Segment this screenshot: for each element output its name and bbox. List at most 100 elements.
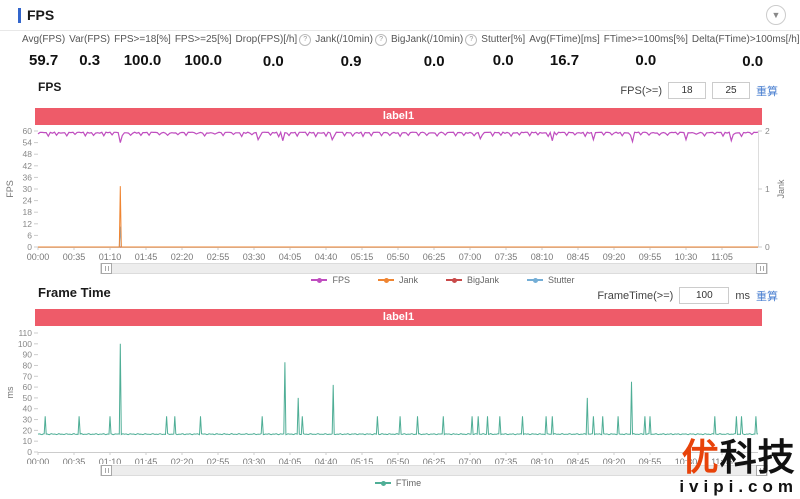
info-icon[interactable]: ?: [299, 34, 312, 46]
svg-text:08:45: 08:45: [567, 457, 590, 464]
scrollbar-left-handle[interactable]: [101, 465, 112, 476]
frametime-threshold-input[interactable]: [679, 287, 730, 304]
stat-stutter: Stutter[%] 0.0: [479, 34, 527, 70]
svg-text:09:55: 09:55: [639, 252, 662, 262]
legend-marker: [377, 277, 394, 283]
svg-text:24: 24: [23, 196, 33, 206]
stat-value: 0.9: [340, 53, 362, 70]
svg-text:0: 0: [765, 242, 770, 252]
stat-value: 0.3: [79, 52, 101, 69]
stat-bigjank: BigJank(/10min)? 0.0: [389, 34, 479, 70]
svg-text:07:35: 07:35: [495, 457, 518, 464]
svg-text:36: 36: [23, 172, 33, 182]
svg-text:42: 42: [23, 161, 33, 171]
svg-text:05:15: 05:15: [351, 252, 374, 262]
stat-avg-ftime: Avg(FTime)[ms] 16.7: [527, 34, 602, 70]
stat-label: FPS>=25[%]: [174, 34, 232, 45]
frametime-recalculate-link[interactable]: 重算: [756, 290, 778, 303]
legend-label: FTime: [395, 478, 422, 488]
title-accent-bar: [18, 8, 21, 23]
svg-text:07:35: 07:35: [495, 252, 518, 262]
svg-text:00:35: 00:35: [63, 457, 86, 464]
stat-value: 59.7: [28, 52, 59, 69]
stat-delta-ftime: Delta(FTime)>100ms[/h]? 0.0: [690, 34, 800, 70]
stat-var-fps: Var(FPS) 0.3: [67, 34, 112, 70]
svg-text:60: 60: [23, 126, 33, 136]
stat-value: 100.0: [184, 52, 222, 69]
svg-text:00:00: 00:00: [27, 457, 50, 464]
svg-text:6: 6: [27, 230, 32, 240]
legend-label: Jank: [398, 275, 418, 285]
svg-text:05:15: 05:15: [351, 457, 374, 464]
svg-text:04:40: 04:40: [315, 252, 338, 262]
svg-text:40: 40: [23, 404, 33, 414]
svg-text:04:05: 04:05: [279, 252, 302, 262]
stat-value: 0.0: [262, 53, 284, 70]
svg-text:04:05: 04:05: [279, 457, 302, 464]
svg-text:04:40: 04:40: [315, 457, 338, 464]
svg-text:07:00: 07:00: [459, 252, 482, 262]
fps-threshold-input-1[interactable]: [668, 82, 706, 99]
legend-label: FPS: [332, 275, 350, 285]
fps-chart-canvas[interactable]: 00:00 00:35 01:10 01:45 02:20 02:55 03:30 04:05…: [0, 126, 800, 262]
legend-item-stutter[interactable]: Stutter: [527, 275, 575, 285]
legend-item-bigjank[interactable]: BigJank: [445, 275, 499, 285]
svg-text:03:30: 03:30: [243, 457, 266, 464]
svg-text:09:20: 09:20: [603, 252, 626, 262]
svg-text:48: 48: [23, 149, 33, 159]
page-title: FPS: [27, 7, 55, 23]
legend-item-ftime[interactable]: FTime: [374, 478, 422, 488]
stat-value: 0.0: [492, 52, 514, 69]
fps-threshold-controls: FPS(>=) 重算: [620, 82, 778, 99]
stat-value: 16.7: [549, 52, 580, 69]
stat-label: Stutter[%]: [481, 34, 526, 45]
frametime-chart-canvas[interactable]: 00:00 00:35 01:10 01:45 02:20 02:55 03:30 04:05…: [0, 328, 800, 464]
scrollbar-left-handle[interactable]: [101, 263, 112, 274]
stat-label: Delta(FTime)>100ms[/h]: [691, 34, 800, 45]
fps-chart-scrollbar[interactable]: [100, 263, 768, 274]
frametime-threshold-controls: FrameTime(>=) ms 重算: [597, 287, 778, 304]
info-icon[interactable]: ?: [465, 34, 478, 46]
svg-text:ms: ms: [5, 386, 15, 398]
fps-section-title: FPS: [38, 80, 62, 94]
frametime-chart-label-bar: label1: [35, 309, 762, 326]
svg-text:08:45: 08:45: [567, 252, 590, 262]
stat-value: 0.0: [742, 53, 764, 70]
svg-text:11:05: 11:05: [711, 457, 733, 464]
page-header: FPS ▼: [0, 0, 800, 31]
stat-label: Var(FPS): [69, 34, 111, 45]
svg-text:FPS: FPS: [5, 180, 15, 198]
svg-text:20: 20: [23, 425, 33, 435]
summary-stats-row: Avg(FPS) 59.7 Var(FPS) 0.3 FPS>=18[%] 10…: [20, 34, 800, 70]
fps-recalculate-link[interactable]: 重算: [756, 85, 778, 98]
frametime-chart-scrollbar[interactable]: [100, 465, 768, 476]
svg-text:01:10: 01:10: [99, 457, 122, 464]
legend-item-fps[interactable]: FPS: [311, 275, 350, 285]
svg-text:0: 0: [27, 242, 32, 252]
info-icon[interactable]: ?: [375, 34, 388, 46]
legend-item-jank[interactable]: Jank: [377, 275, 418, 285]
legend-marker: [445, 277, 462, 283]
svg-text:08:10: 08:10: [531, 252, 554, 262]
stat-label: Drop(FPS)[/h]: [235, 34, 298, 45]
svg-text:10:30: 10:30: [675, 252, 698, 262]
stat-label: FPS>=18[%]: [114, 34, 171, 45]
legend-label: Stutter: [548, 275, 575, 285]
fps-threshold-input-2[interactable]: [712, 82, 750, 99]
stat-value: 0.0: [635, 52, 657, 69]
scrollbar-right-handle[interactable]: [756, 465, 767, 476]
stat-label: FTime>=100ms[%]: [603, 34, 688, 45]
svg-text:60: 60: [23, 382, 33, 392]
svg-text:08:10: 08:10: [531, 457, 554, 464]
stat-label: Jank(/10min): [315, 34, 374, 45]
svg-text:30: 30: [23, 415, 33, 425]
frametime-unit-label: ms: [735, 289, 750, 302]
stat-ftime-ge-100: FTime>=100ms[%] 0.0: [602, 34, 690, 70]
stat-fps-ge-18: FPS>=18[%] 100.0: [112, 34, 173, 70]
scrollbar-right-handle[interactable]: [756, 263, 767, 274]
svg-text:02:55: 02:55: [207, 252, 230, 262]
fps-chart-label-bar: label1: [35, 108, 762, 125]
stat-drop-fps: Drop(FPS)[/h]? 0.0: [234, 34, 314, 70]
collapse-section-button[interactable]: ▼: [766, 5, 786, 25]
